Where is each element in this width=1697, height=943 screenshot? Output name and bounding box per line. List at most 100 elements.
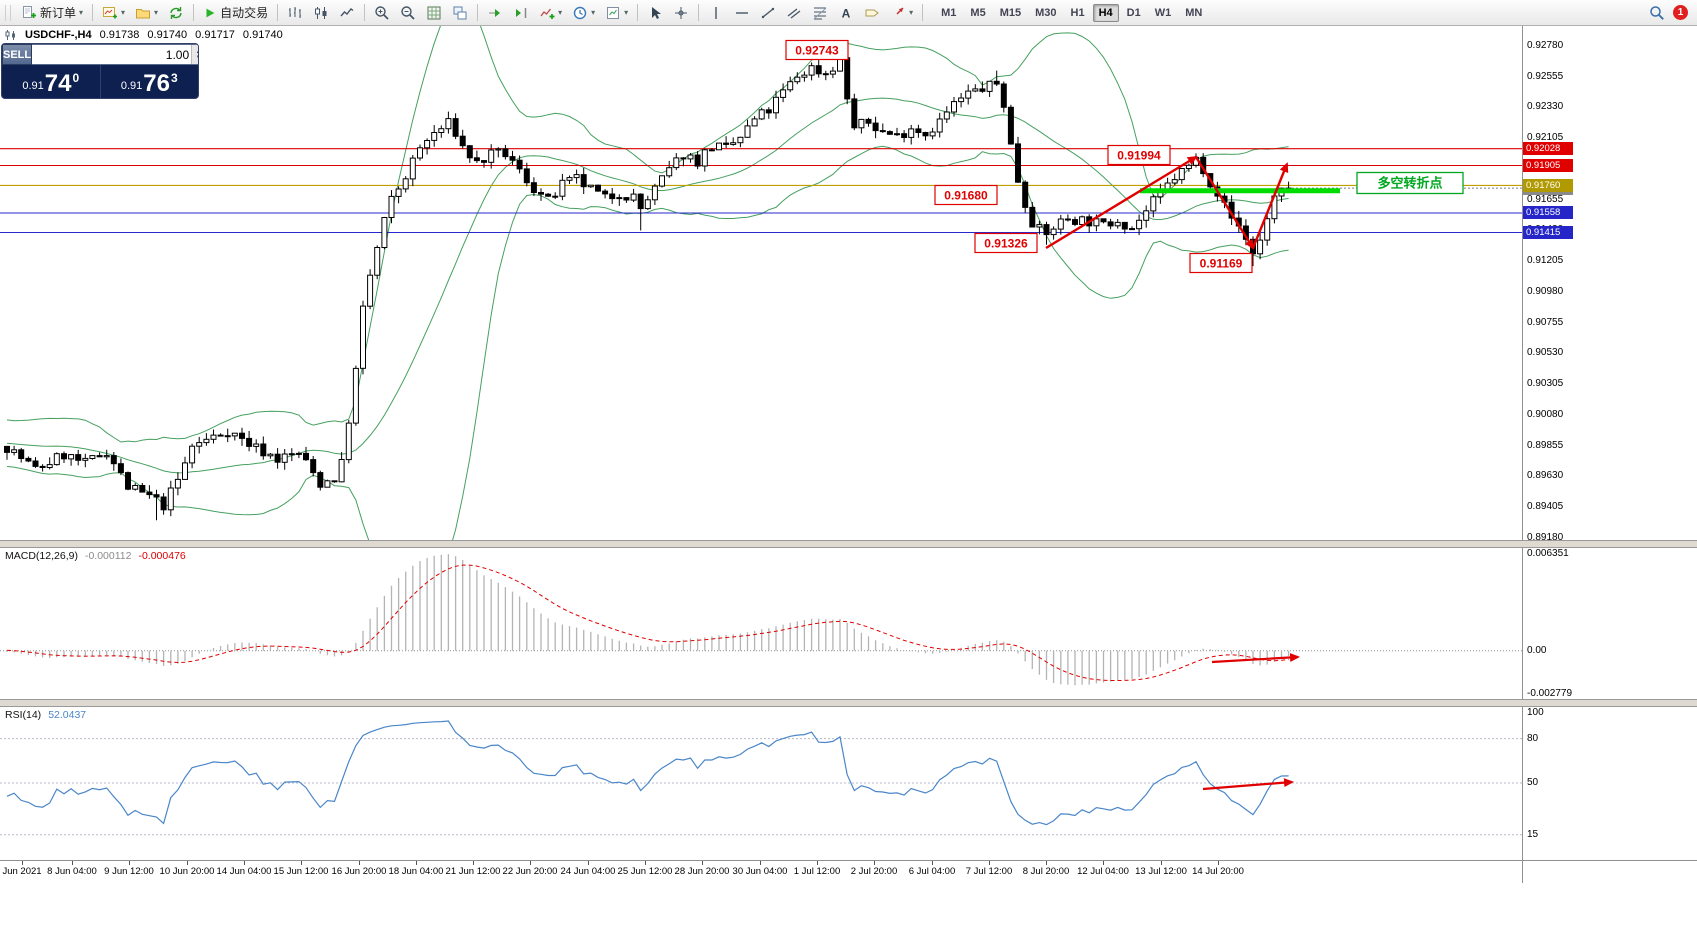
time-axis-label: 30 Jun 04:00 (732, 866, 788, 877)
horizontal-line-button[interactable] (730, 3, 754, 23)
timeframe-w1-button[interactable]: W1 (1154, 6, 1172, 19)
time-tick (244, 861, 245, 865)
timeframe-mn-button[interactable]: MN (1185, 6, 1203, 19)
panel-splitter[interactable] (0, 699, 1697, 707)
pivot-text-label[interactable]: 多空转折点 (1356, 171, 1464, 195)
quote-low: 0.91717 (195, 29, 235, 41)
time-tick (129, 861, 130, 865)
macd-histogram (6, 554, 1290, 686)
volume-input[interactable] (32, 45, 192, 64)
price-scale-label: 0.90080 (1527, 408, 1564, 420)
grid-button[interactable] (422, 3, 446, 23)
timeframe-m5-button[interactable]: M5 (970, 6, 986, 19)
vertical-line-button[interactable] (704, 3, 728, 23)
new-order-button[interactable]: 新订单 ▾ (17, 3, 87, 23)
price-label[interactable]: 0.91169 (1189, 252, 1253, 274)
price-label[interactable]: 0.91326 (974, 232, 1038, 254)
timeframe-m30-button[interactable]: M30 (1035, 6, 1057, 19)
periods-button[interactable]: ▾ (568, 3, 599, 23)
notification-badge[interactable]: 1 (1673, 5, 1688, 20)
bar-chart-button[interactable] (283, 3, 307, 23)
macd-arrow[interactable] (1211, 652, 1300, 664)
macd-signal-value: -0.000476 (138, 550, 186, 562)
timeframe-m1-button[interactable]: M1 (941, 6, 957, 19)
channel-button[interactable] (782, 3, 806, 23)
trend-arrow[interactable] (1194, 156, 1255, 250)
time-tick (932, 861, 933, 865)
one-click-trade-panel: SELL ▲▼ BUY 0.91 74 0 0.91 76 (1, 43, 199, 99)
chart-shift-button[interactable] (509, 3, 533, 23)
templates-button[interactable]: ▾ (601, 3, 632, 23)
time-axis-label: 6 Jul 04:00 (908, 866, 956, 877)
macd-plot[interactable]: MACD(12,26,9) -0.000112 -0.000476 (0, 548, 1522, 699)
stepper-up-icon[interactable]: ▲ (196, 49, 198, 55)
rsi-scale[interactable]: 100 80 50 15 (1522, 707, 1697, 860)
time-axis[interactable]: Jun 2021 8 Jun 04:00 9 Jun 12:00 10 Jun 20:… (0, 860, 1697, 883)
time-axis-label: 2 Jul 20:00 (850, 866, 898, 877)
toolbar-right-group: 1 (1649, 5, 1692, 21)
arrows-tool-button[interactable]: ▾ (886, 3, 917, 23)
label-tool-button[interactable] (860, 3, 884, 23)
zoom-out-button[interactable] (396, 3, 420, 23)
search-icon[interactable] (1649, 5, 1665, 21)
macd-header: MACD(12,26,9) -0.000112 -0.000476 (5, 550, 186, 562)
auto-scroll-button[interactable] (483, 3, 507, 23)
price-scale-label: 0.89405 (1527, 501, 1564, 513)
zoom-in-button[interactable] (370, 3, 394, 23)
price-label[interactable]: 0.91680 (934, 184, 998, 206)
indicators-button[interactable]: ▾ (535, 3, 566, 23)
trend-arrow[interactable] (1251, 162, 1289, 249)
time-tick (1218, 861, 1219, 865)
line-chart-button[interactable] (335, 3, 359, 23)
stepper-down-icon[interactable]: ▼ (196, 55, 198, 61)
profiles-button[interactable]: ▾ (131, 3, 162, 23)
price-scale-label: 0.91205 (1527, 255, 1564, 267)
fibonacci-button[interactable] (808, 3, 832, 23)
toolbar-separator (193, 4, 195, 21)
horizontal-line-icon (736, 11, 749, 14)
trend-arrow[interactable] (1045, 155, 1198, 250)
auto-trading-label: 自动交易 (220, 6, 269, 20)
toolbar-grip[interactable] (5, 4, 11, 21)
text-tool-button[interactable]: A (834, 3, 858, 23)
price-scale[interactable]: 0.927800.925550.923300.921050.918800.916… (1522, 26, 1697, 540)
tile-windows-button[interactable] (448, 3, 472, 23)
crosshair-button[interactable] (669, 3, 693, 23)
text-tool-glyph: A (842, 6, 851, 20)
time-axis-label: 8 Jun 04:00 (47, 866, 97, 877)
svg-text:多空转折点: 多空转折点 (1377, 176, 1442, 191)
time-axis-label: 15 Jun 12:00 (273, 866, 329, 877)
autotrading-play-icon (206, 8, 215, 17)
price-scale-tag: 0.91760 (1523, 178, 1573, 192)
price-label[interactable]: 0.91994 (1107, 144, 1171, 166)
new-chart-button[interactable]: ▾ (98, 3, 129, 23)
rsi-header: RSI(14) 52.0437 (5, 709, 86, 721)
bid-price-display[interactable]: 0.91 74 0 (2, 65, 101, 98)
ask-price-display[interactable]: 0.91 76 3 (101, 65, 199, 98)
cursor-button[interactable] (643, 3, 667, 23)
sell-button[interactable]: SELL (2, 44, 33, 65)
volume-stepper[interactable]: ▲▼ (191, 45, 198, 64)
candlestick-chart-button[interactable] (309, 3, 333, 23)
timeframe-h1-button[interactable]: H1 (1070, 6, 1085, 19)
time-tick (473, 861, 474, 865)
periods-icon (573, 6, 587, 19)
auto-scroll-icon (489, 8, 501, 17)
timeframe-h4-button[interactable]: H4 (1092, 3, 1119, 22)
new-chart-icon (103, 6, 118, 18)
timeframe-d1-button[interactable]: D1 (1126, 6, 1141, 19)
price-label[interactable]: 0.92743 (785, 39, 849, 61)
price-scale-label: 0.90980 (1527, 285, 1564, 297)
toolbar-separator (698, 4, 700, 21)
indicator-scale-label: 15 (1527, 828, 1539, 840)
trendline-button[interactable] (756, 3, 780, 23)
chart-plot[interactable]: 0.92743 0.91994 0.91680 0.91326 0.91169 多空转折点… (0, 26, 1522, 540)
macd-scale[interactable]: 0.006351 0.00 -0.002779 (1522, 548, 1697, 699)
rsi-plot[interactable]: RSI(14) 52.0437 (0, 707, 1522, 860)
auto-trading-button[interactable]: 自动交易 (199, 3, 272, 23)
rsi-arrow[interactable] (1202, 778, 1294, 791)
panel-splitter[interactable] (0, 540, 1697, 548)
refresh-button[interactable] (164, 3, 188, 23)
timeframe-m15-button[interactable]: M15 (999, 6, 1022, 19)
price-scale-tag: 0.92028 (1523, 142, 1573, 156)
